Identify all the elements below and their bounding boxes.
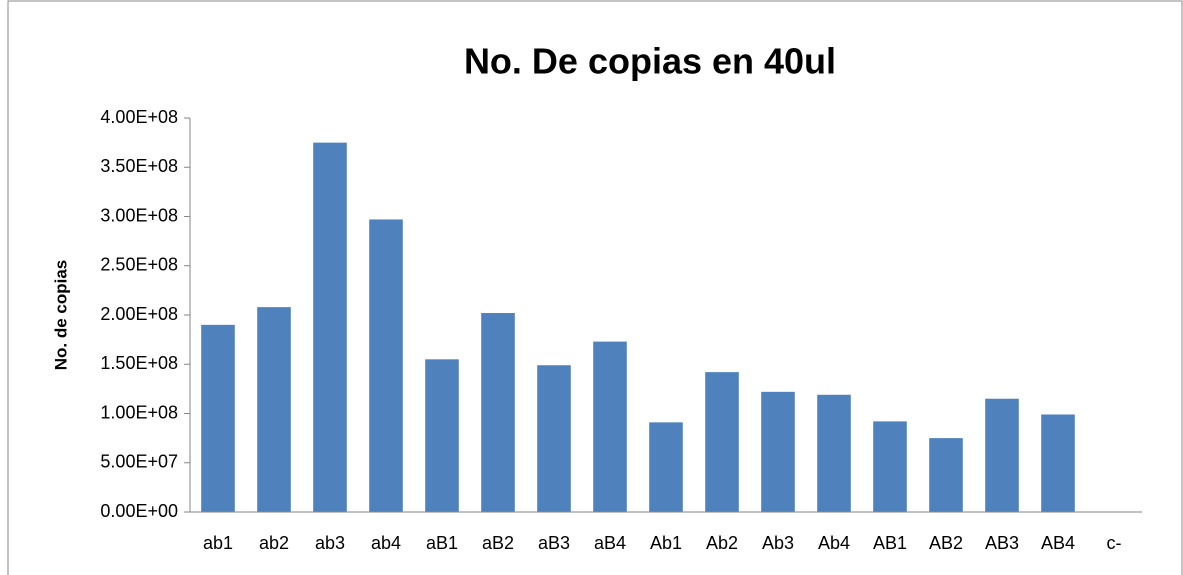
bar: [649, 422, 683, 512]
y-tick-label: 3.00E+08: [100, 205, 178, 225]
y-tick-label: 1.00E+08: [100, 402, 178, 422]
bar: [705, 372, 739, 512]
x-tick-label: c-: [1107, 533, 1122, 553]
bar: [873, 421, 907, 512]
y-axis-label: No. de copias: [51, 260, 70, 371]
x-tick-label: Ab4: [818, 533, 850, 553]
bar: [817, 394, 851, 512]
x-tick-label: Ab3: [762, 533, 794, 553]
bar: [929, 438, 963, 512]
x-tick-label: Ab1: [650, 533, 682, 553]
x-tick-label: ab1: [203, 533, 233, 553]
bar: [257, 307, 291, 512]
bar: [985, 398, 1019, 512]
y-tick-label: 2.50E+08: [100, 255, 178, 275]
x-tick-label: AB3: [985, 533, 1019, 553]
x-tick-label: aB1: [426, 533, 458, 553]
bar: [1041, 414, 1075, 512]
x-tick-label: aB3: [538, 533, 570, 553]
x-tick-label: aB2: [482, 533, 514, 553]
bar: [761, 391, 795, 512]
x-tick-label: ab4: [371, 533, 401, 553]
bar: [313, 142, 347, 512]
x-tick-label: Ab2: [706, 533, 738, 553]
y-tick-label: 1.50E+08: [100, 353, 178, 373]
bar: [425, 359, 459, 512]
bar: [201, 324, 235, 512]
x-tick-label: aB4: [594, 533, 626, 553]
y-tick-label: 3.50E+08: [100, 156, 178, 176]
bar: [481, 313, 515, 512]
y-tick-label: 0.00E+00: [100, 501, 178, 521]
y-tick-label: 4.00E+08: [100, 107, 178, 127]
x-tick-label: ab3: [315, 533, 345, 553]
x-tick-label: AB2: [929, 533, 963, 553]
bar: [369, 219, 403, 512]
y-tick-label: 2.00E+08: [100, 304, 178, 324]
x-tick-label: AB4: [1041, 533, 1075, 553]
bar: [593, 341, 627, 512]
x-tick-label: AB1: [873, 533, 907, 553]
y-tick-label: 5.00E+07: [100, 452, 178, 472]
bar: [537, 365, 571, 512]
chart-title: No. De copias en 40ul: [464, 41, 836, 82]
x-tick-label: ab2: [259, 533, 289, 553]
